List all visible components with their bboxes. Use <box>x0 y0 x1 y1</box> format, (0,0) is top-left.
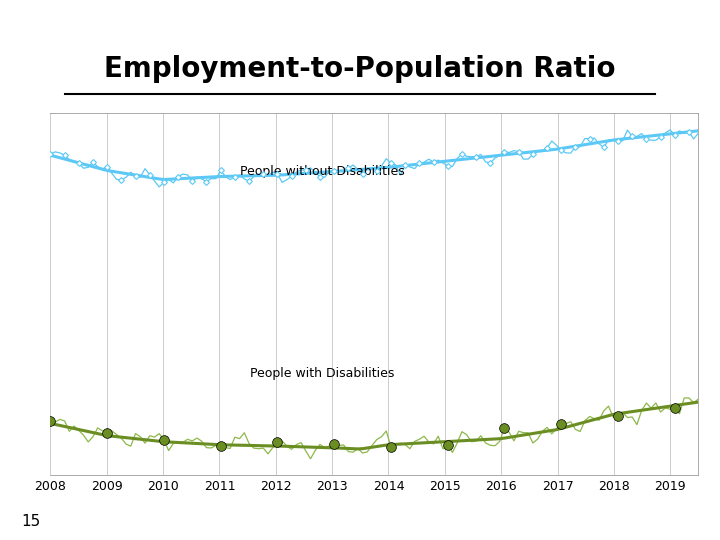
Text: People without Disabilities: People without Disabilities <box>240 165 405 178</box>
Text: 15: 15 <box>22 514 41 529</box>
Text: #nTIDELearn: #nTIDELearn <box>14 14 124 28</box>
Text: People with Disabilities: People with Disabilities <box>251 367 395 380</box>
Text: Employment-to-Population Ratio: Employment-to-Population Ratio <box>104 56 616 83</box>
